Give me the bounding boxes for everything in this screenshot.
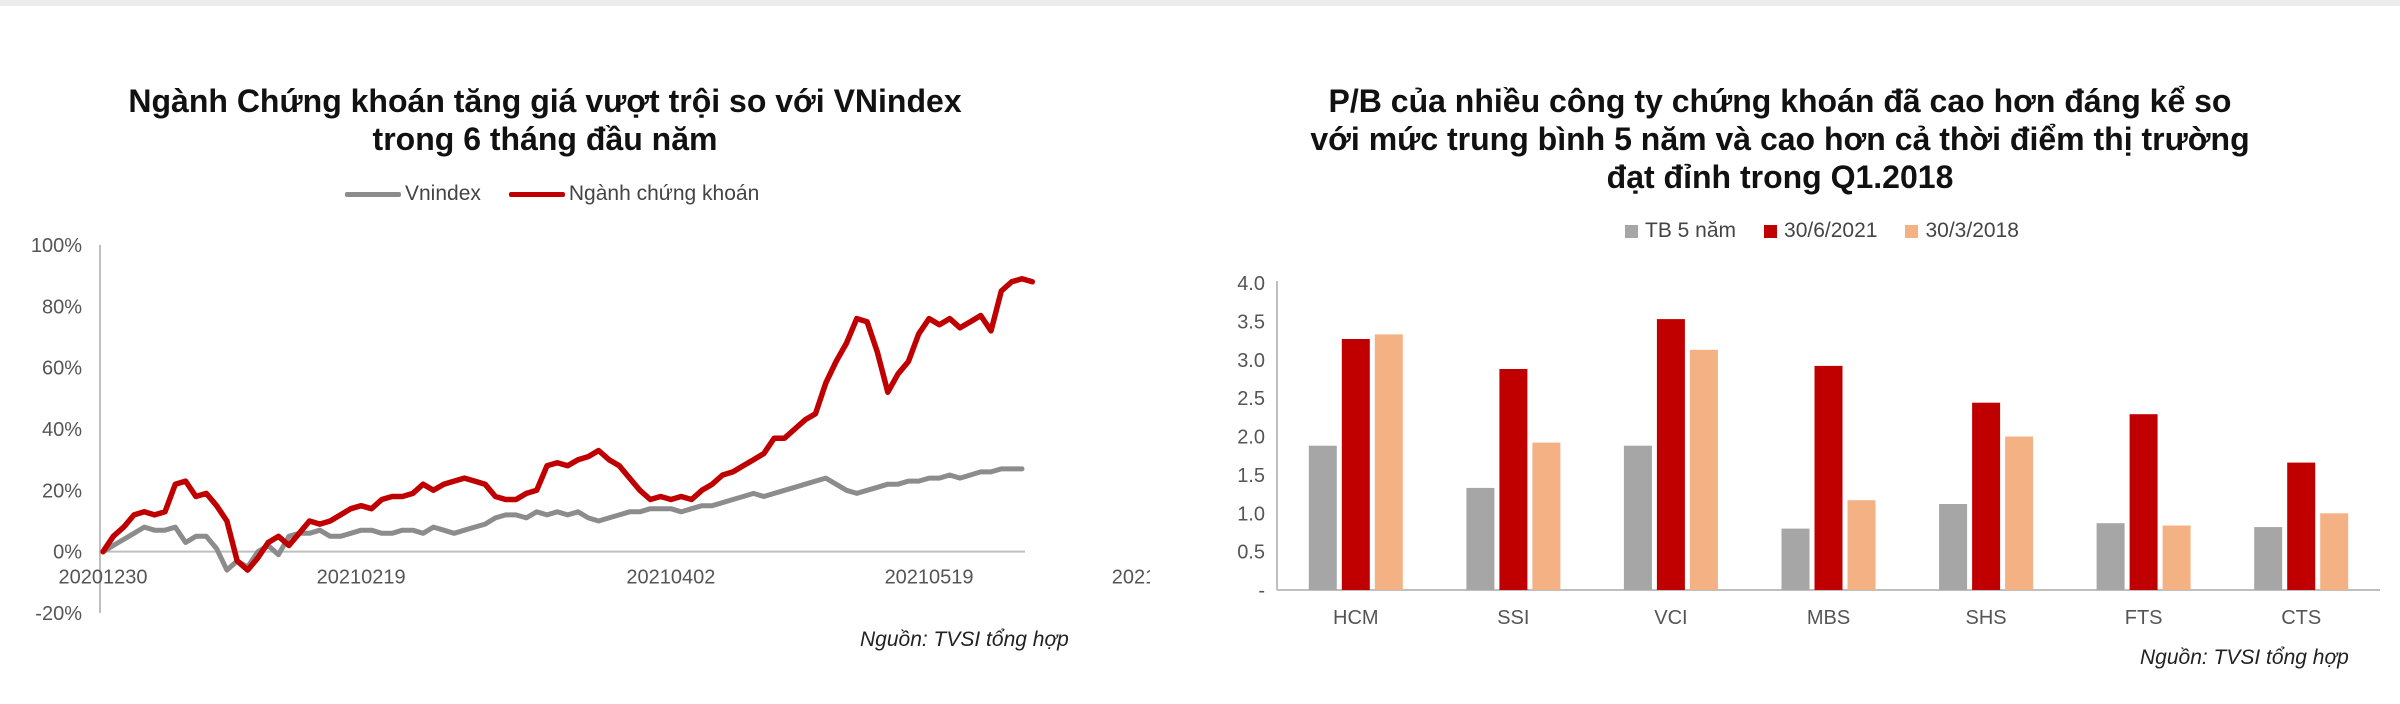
line-y-tick-label: 100% (31, 235, 82, 257)
legend-item-2021: 30/6/2021 (1764, 219, 1877, 243)
bar-y-tick-label: 3.5 (1237, 311, 1265, 333)
bar-2021 (1814, 365, 1843, 590)
bar-2018 (2320, 513, 2349, 591)
line-chart-plot: 100% 80% 60% 40% 20% 0% -20% 20201230 20210219 20… (31, 235, 1150, 625)
line-x-tick-label: 20201230 (59, 567, 148, 589)
bar-2018 (1689, 349, 1718, 590)
bar-y-tick-label: 1.0 (1237, 503, 1265, 525)
line-x-tick-label: 20210219 (317, 567, 406, 589)
line-chart-panel: Ngành Chứng khoán tăng giá vượt trội so … (0, 0, 1150, 704)
legend-item-securities: Ngành chứng khoán (508, 182, 760, 206)
bar-2021 (2287, 462, 2316, 590)
bar-tb5 (1781, 528, 1810, 590)
bar-tb5 (1623, 445, 1652, 590)
bar-2018 (1847, 500, 1876, 590)
bar-tb5 (1939, 504, 1968, 590)
line-y-tick-label: -20% (35, 603, 82, 625)
line-chart-source: Nguồn: TVSI tổng hợp (860, 628, 1069, 651)
bar-chart-panel: P/B của nhiều công ty chứng khoán đã cao… (1150, 0, 2400, 704)
line-y-tick-label: 0% (53, 542, 82, 564)
line-series-securities (100, 275, 1036, 573)
bar-chart-legend: TB 5 năm 30/6/2021 30/3/2018 (1625, 219, 2047, 243)
bar-y-tick-label: 2.0 (1237, 427, 1265, 449)
bar-tb5 (1308, 445, 1337, 590)
line-y-tick-label: 80% (42, 296, 82, 318)
legend-label-2021: 30/6/2021 (1784, 219, 1878, 242)
bar-y-tick-label: 2.5 (1237, 388, 1265, 410)
bar-tb5 (2096, 523, 2125, 590)
line-chart-title: Ngành Chứng khoán tăng giá vượt trội so … (128, 83, 962, 157)
line-y-tick-label: 60% (42, 358, 82, 380)
line-x-tick-label: 20210630 (1112, 567, 1150, 589)
line-y-tick-label: 20% (42, 480, 82, 502)
bar-category-label: MBS (1807, 607, 1850, 629)
bar-category-label: VCI (1654, 607, 1687, 629)
bar-2021 (1972, 402, 2001, 590)
bar-2018 (2162, 525, 2191, 590)
legend-swatch-securities (508, 191, 565, 197)
bar-tb5 (1466, 487, 1495, 590)
line-y-tick-label: 40% (42, 419, 82, 441)
line-x-tick-label: 20210402 (626, 567, 715, 589)
bar-tb5 (2254, 527, 2283, 590)
bar-2021 (2129, 414, 2158, 590)
bar-2018 (1532, 442, 1561, 590)
bar-chart-plot: - 0.5 1.0 1.5 2.0 2.5 3.0 3.5 4.0 HCM SSI VCI MBS SHS… (1237, 273, 2380, 629)
bar-y-tick-label: 4.0 (1237, 273, 1265, 295)
legend-swatch-2021 (1764, 224, 1778, 238)
bar-y-tick-label: 3.0 (1237, 350, 1265, 372)
legend-label-vnindex: Vnindex (405, 182, 481, 205)
top-rule (0, 0, 2400, 6)
bar-2021 (1499, 369, 1528, 590)
bar-2018 (1374, 334, 1403, 590)
legend-swatch-tb5 (1625, 224, 1638, 238)
bar-2021 (1656, 319, 1685, 590)
bar-2018 (2005, 436, 2034, 590)
line-x-tick-label: 20210519 (885, 567, 974, 589)
legend-swatch-vnindex (345, 191, 401, 197)
legend-label-tb5: TB 5 năm (1645, 219, 1737, 242)
legend-swatch-2018 (1905, 224, 1919, 238)
line-series-vnindex (100, 466, 1025, 573)
bar-chart-title: P/B của nhiều công ty chứng khoán đã cao… (1310, 83, 2250, 195)
bar-category-label: CTS (2281, 607, 2321, 629)
bar-chart-source: Nguồn: TVSI tổng hợp (2140, 646, 2349, 669)
bar-y-tick-label: 0.5 (1237, 542, 1265, 564)
bar-category-label: FTS (2125, 607, 2163, 629)
bar-category-label: SSI (1497, 607, 1529, 629)
bar-category-label: SHS (1966, 607, 2007, 629)
line-chart-legend: Vnindex Ngành chứng khoán (345, 182, 787, 206)
legend-item-tb5: TB 5 năm (1625, 219, 1736, 243)
legend-item-vnindex: Vnindex (345, 182, 481, 206)
legend-label-securities: Ngành chứng khoán (568, 182, 760, 205)
legend-item-2018: 30/3/2018 (1905, 219, 2019, 243)
legend-label-2018: 30/3/2018 (1925, 219, 2019, 242)
bar-category-label: HCM (1333, 607, 1379, 629)
bar-y-tick-label: 1.5 (1237, 465, 1265, 487)
bar-2021 (1341, 339, 1370, 590)
bar-y-tick-label: - (1258, 580, 1265, 602)
